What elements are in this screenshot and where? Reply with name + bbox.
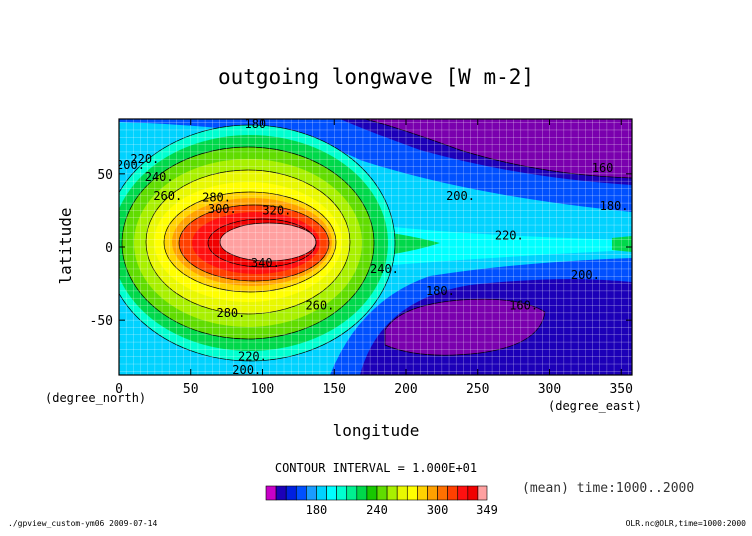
footer-left: ./gpview_custom-ym06 2009-07-14 — [8, 519, 157, 528]
contour-label: 200. — [571, 268, 600, 282]
colorbar-swatch — [356, 485, 368, 501]
y-tick-label: 0 — [105, 241, 113, 256]
contour-label: 220. — [130, 152, 159, 166]
colorbar-swatch — [477, 485, 488, 501]
field-min-north — [365, 119, 632, 178]
colorbar-swatch — [346, 485, 358, 501]
contour-line — [178, 204, 330, 282]
colorbar-swatch — [336, 485, 348, 501]
contour-label: 300. — [208, 202, 237, 216]
colorbar-swatch — [427, 485, 438, 501]
colorbar-swatch — [306, 485, 317, 501]
colorbar-swatch — [467, 485, 479, 501]
grid-lines — [119, 119, 632, 375]
colorbar-swatch — [376, 485, 388, 501]
y-axis-title: latitude — [56, 207, 75, 284]
contour-interval-label: CONTOUR INTERVAL = 1.000E+01 — [275, 461, 477, 475]
colorbar-tick-label: 300 — [427, 503, 449, 517]
x-tick-label: 0 — [115, 382, 123, 397]
contour-label: 320. — [262, 203, 291, 217]
contour-label: 220. — [495, 228, 524, 242]
y-tick-label: -50 — [90, 314, 113, 329]
time-label: (mean) time:1000..2000 — [522, 481, 694, 496]
x-tick-label: 300 — [538, 382, 561, 397]
colorbar-swatch — [366, 485, 378, 501]
contour-label: 220. — [238, 350, 267, 364]
contour-label: 260. — [305, 299, 334, 313]
contour-label: 160 — [592, 161, 614, 175]
contour-label: 180. — [600, 199, 629, 213]
x-tick-label: 200 — [394, 382, 417, 397]
contour-label: 180 — [244, 117, 266, 131]
contour-label: 280. — [216, 306, 245, 320]
colorbar-swatch — [316, 485, 327, 501]
x-axis-title: longitude — [333, 421, 420, 440]
contour-label: 280. — [202, 190, 231, 204]
colorbar-swatch — [326, 485, 337, 501]
x-tick-label: 350 — [609, 382, 632, 397]
contour-label: 200. — [116, 158, 145, 172]
contour-line — [119, 124, 396, 362]
colorbar-swatch — [295, 485, 307, 501]
x-tick-label: 150 — [323, 382, 346, 397]
colorbar-swatch — [265, 485, 277, 501]
x-tick-label: 100 — [251, 382, 274, 397]
contour-label: 340. — [251, 256, 280, 270]
field-east-green — [612, 236, 632, 252]
contour-label: 240. — [370, 262, 399, 276]
contour-label: 200. — [446, 189, 475, 203]
colorbar-swatch — [457, 485, 469, 501]
colorbar-swatch — [396, 485, 408, 501]
colorbar-tick-label: 240 — [366, 503, 388, 517]
colorbar-tick-label: 349 — [476, 503, 498, 517]
colorbar-tick-labels: 180 240 300 349 — [306, 503, 498, 517]
chart-title: outgoing longwave [W m-2] — [218, 65, 534, 89]
contour-label: 240. — [145, 170, 174, 184]
x-tick-label: 50 — [183, 382, 199, 397]
contour-label: 200. — [232, 363, 261, 377]
colorbar-swatch — [406, 485, 418, 501]
y-unit-label: (degree_north) — [45, 391, 146, 405]
colorbar-swatch — [437, 485, 448, 501]
field-min-south — [385, 299, 545, 356]
contour-label: 260. — [153, 189, 182, 203]
colorbar — [265, 485, 488, 501]
footer-right: OLR.nc@OLR,time=1000:2000 — [626, 519, 747, 528]
colorbar-swatch — [417, 485, 428, 501]
contour-line — [163, 191, 337, 293]
x-axis: 0 50 100 150 200 250 300 350 — [115, 119, 633, 397]
contour-line — [384, 298, 546, 356]
x-unit-label: (degree_east) — [548, 399, 642, 413]
contour-line — [219, 222, 317, 262]
y-tick-label: 50 — [97, 168, 113, 183]
colorbar-tick-label: 180 — [306, 503, 328, 517]
colorbar-swatch — [386, 485, 398, 501]
contour-label: 180. — [426, 284, 455, 298]
x-tick-label: 250 — [466, 382, 489, 397]
contour-label: 160. — [509, 299, 538, 313]
colorbar-swatch — [447, 485, 459, 501]
y-axis: -50 0 50 — [90, 168, 632, 329]
colorbar-swatch — [275, 485, 287, 501]
colorbar-swatch — [285, 485, 297, 501]
